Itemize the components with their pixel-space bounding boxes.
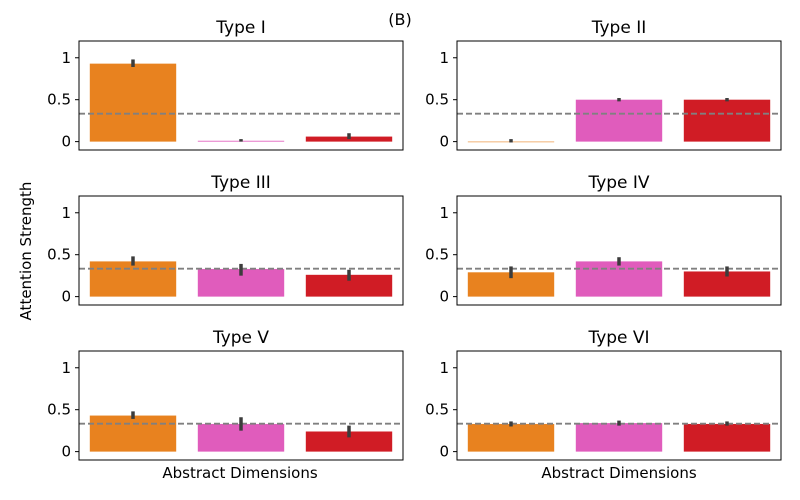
y-tick-label: 0 [61, 288, 71, 306]
subplot-5: 0 0.5 1 Type V [47, 328, 404, 461]
x-axis-label-left: Abstract Dimensions [162, 464, 317, 482]
y-tick-label: 1 [61, 204, 71, 222]
subplot-2: 0 0.5 1 Type II [425, 18, 782, 151]
axes-frame [456, 350, 782, 461]
subplot-1: 0 0.5 1 Type I [47, 18, 404, 151]
y-tick-label: 0 [439, 133, 449, 151]
y-tick-label: 0.5 [47, 91, 71, 109]
subplot-title: Type III [210, 173, 271, 193]
y-tick-label: 0.5 [47, 246, 71, 264]
y-tick-label: 0.5 [425, 91, 449, 109]
y-axis-label: Attention Strength [17, 182, 35, 321]
subplot-title: Type VI [587, 328, 649, 348]
y-tick-label: 0.5 [425, 246, 449, 264]
bar [683, 423, 771, 452]
subplot-6: 0 0.5 1 Type VI [425, 328, 782, 461]
axes-frame [456, 195, 782, 306]
y-tick-label: 0 [439, 288, 449, 306]
bar [467, 423, 555, 452]
y-tick-label: 1 [439, 359, 449, 377]
subplot-3: 0 0.5 1 Type III [47, 173, 404, 306]
y-tick-label: 1 [439, 49, 449, 67]
bar [683, 99, 771, 142]
y-tick-label: 0 [61, 133, 71, 151]
subplot-title: Type II [591, 18, 646, 38]
axes-frame [78, 40, 404, 151]
subplot-title: Type I [215, 18, 265, 38]
y-tick-label: 0.5 [47, 401, 71, 419]
bar [89, 261, 177, 297]
y-tick-label: 0 [439, 443, 449, 461]
bar [305, 274, 393, 297]
bar [89, 415, 177, 452]
x-axis-label-right: Abstract Dimensions [541, 464, 696, 482]
panel-label: (B) [388, 10, 411, 29]
bar [575, 99, 663, 142]
bar [575, 423, 663, 452]
y-tick-label: 0.5 [425, 401, 449, 419]
y-tick-label: 0 [61, 443, 71, 461]
subplot-4: 0 0.5 1 Type IV [425, 173, 782, 306]
axes-frame [78, 195, 404, 306]
y-tick-label: 1 [61, 49, 71, 67]
bar [305, 431, 393, 452]
bar [575, 261, 663, 297]
subplot-title: Type IV [587, 173, 649, 193]
bar [89, 63, 177, 142]
y-tick-label: 1 [61, 359, 71, 377]
subplot-title: Type V [212, 328, 269, 348]
y-tick-label: 1 [439, 204, 449, 222]
axes-frame [456, 40, 782, 151]
subplots: 0 0.5 1 Type I 0 0.5 1 Type II 0 0.5 1 Type III 0 0.5… [47, 18, 782, 461]
axes-frame [78, 350, 404, 461]
